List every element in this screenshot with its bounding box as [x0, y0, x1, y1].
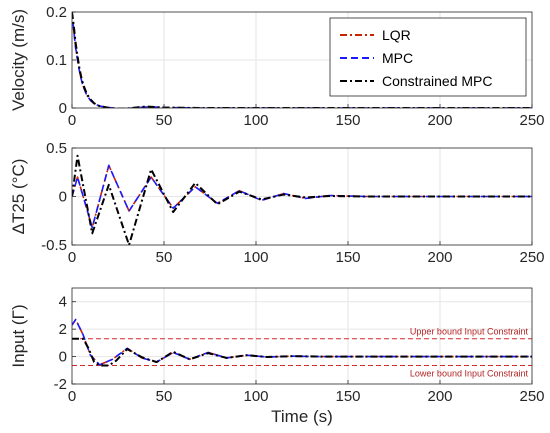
- y-tick-label: 0: [59, 189, 67, 206]
- series-line-2: [72, 12, 532, 108]
- legend-label-2: MPC: [382, 50, 413, 66]
- bound-label: Lower bound Input Constraint: [410, 368, 529, 378]
- x-tick-label: 0: [68, 388, 76, 405]
- y-tick-label: 0: [59, 100, 67, 117]
- x-tick-label: 250: [519, 249, 544, 266]
- y-tick-label: 0.1: [46, 52, 67, 69]
- y-tick-label: 0.2: [46, 4, 67, 21]
- x-tick-label: 200: [427, 388, 452, 405]
- panel-1: 0 50 100 150 200 250 0 0.1 0.2 Velocity (m/s) LQR M…: [9, 4, 545, 129]
- y-tick-label: 0: [59, 349, 67, 366]
- x-tick-label: 250: [519, 112, 544, 129]
- x-tick-label: 50: [156, 249, 173, 266]
- x-tick-label: 0: [68, 112, 76, 129]
- x-axis-label: Time (s): [271, 407, 333, 426]
- x-tick-label: 250: [519, 388, 544, 405]
- x-tick-label: 100: [243, 112, 268, 129]
- x-tick-label: 150: [335, 112, 360, 129]
- legend: LQR MPC Constrained MPC: [329, 17, 527, 97]
- y-axis-label: ΔT25 (°C): [9, 159, 28, 235]
- x-tick-label: 0: [68, 249, 76, 266]
- x-tick-label: 50: [156, 112, 173, 129]
- y-axis-label: Velocity (m/s): [9, 9, 28, 111]
- x-tick-label: 150: [335, 388, 360, 405]
- plot-area: [72, 288, 532, 384]
- y-tick-label: -0.5: [41, 237, 67, 254]
- y-tick-label: -2: [54, 376, 67, 393]
- x-tick-label: 200: [427, 249, 452, 266]
- x-tick-label: 100: [243, 388, 268, 405]
- x-tick-label: 150: [335, 249, 360, 266]
- series-group: [72, 12, 532, 108]
- x-tick-label: 100: [243, 249, 268, 266]
- series-line-3: [72, 337, 532, 367]
- y-tick-label: 4: [59, 294, 67, 311]
- series-line-3: [72, 12, 532, 108]
- series-line-3: [72, 154, 532, 245]
- bound-label: Upper bound Input Constraint: [410, 327, 529, 337]
- y-axis-label: Input (Γ): [9, 304, 28, 367]
- series-group: [72, 154, 532, 245]
- axes-frame: [71, 287, 533, 385]
- y-tick-label: 2: [59, 321, 67, 338]
- y-tick-label: 0.5: [46, 140, 67, 157]
- series-group: [72, 318, 532, 367]
- x-tick-label: 200: [427, 112, 452, 129]
- x-tick-label: 50: [156, 388, 173, 405]
- legend-label-3: Constrained MPC: [382, 73, 493, 89]
- legend-label-1: LQR: [382, 27, 411, 43]
- panel-3: Upper bound Input Constraint Lower bound …: [9, 287, 545, 426]
